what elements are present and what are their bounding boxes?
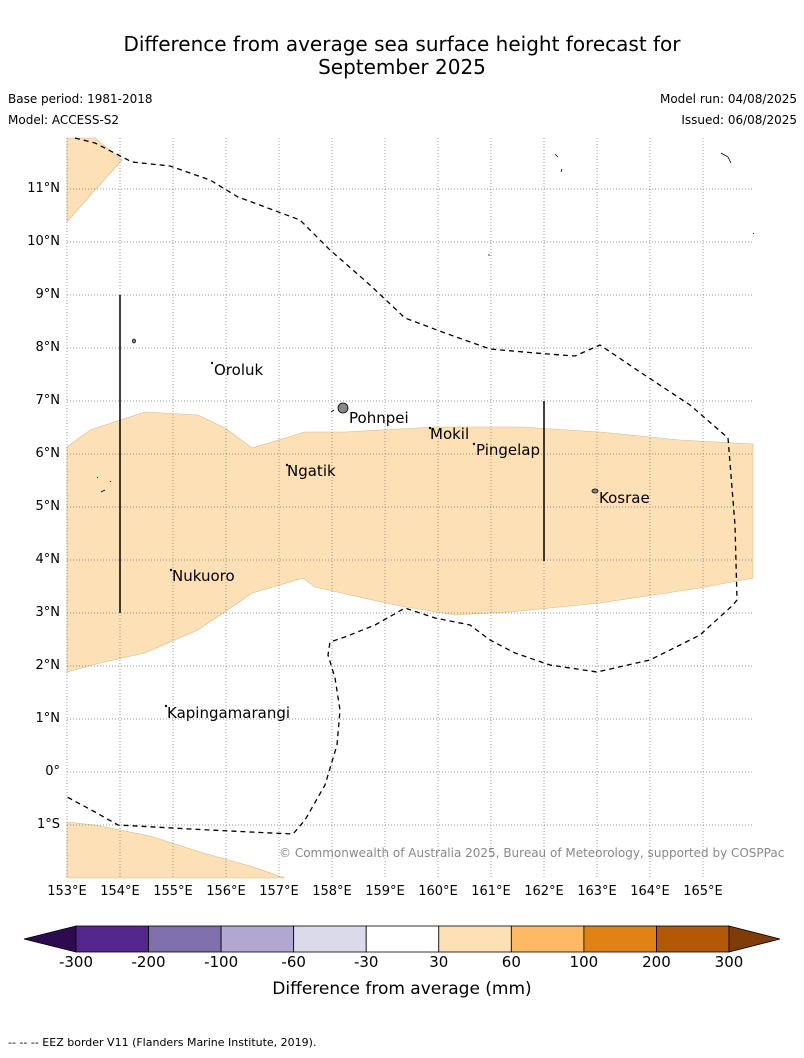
lat-label-9n: 9°N <box>35 287 61 302</box>
gridlines <box>66 138 753 878</box>
lat-label-4n: 4°N <box>35 552 61 567</box>
place-kosrae: Kosrae <box>599 489 650 507</box>
model-name: Model: ACCESS-S2 <box>8 113 120 127</box>
shading-southwest-patch <box>66 821 286 879</box>
colorbar-swatch <box>438 925 512 953</box>
lat-label-2n: 2°N <box>35 658 61 673</box>
colorbar-tick-label: 30 <box>429 953 449 971</box>
place-mokil: Mokil <box>430 425 470 443</box>
lon-label-158e: 158°E <box>312 884 352 899</box>
title-line-2: September 2025 <box>318 55 486 79</box>
place-pingelap: Pingelap <box>476 441 541 459</box>
model-run: Model run: 04/08/2025 <box>659 92 797 106</box>
lon-label-160e: 160°E <box>418 884 458 899</box>
colorbar-swatch <box>293 925 367 953</box>
place-pohnpei: Pohnpei <box>349 409 409 427</box>
colorbar-tick-label: -60 <box>281 953 306 971</box>
colorbar-swatch <box>75 925 149 953</box>
lon-label-165e: 165°E <box>683 884 723 899</box>
colorbar-swatch <box>656 925 730 953</box>
eez-border-north <box>66 137 738 835</box>
lat-label-1n: 1°N <box>35 711 61 726</box>
colorbar-extend-low <box>23 925 77 953</box>
island-kosrae <box>591 488 599 494</box>
lon-label-164e: 164°E <box>630 884 670 899</box>
place-ngatik: Ngatik <box>287 462 336 480</box>
place-kapingamarangi: Kapingamarangi <box>167 704 291 722</box>
lat-label-7n: 7°N <box>35 393 61 408</box>
lat-label-3n: 3°N <box>35 605 61 620</box>
lon-label-153e: 153°E <box>47 884 87 899</box>
shading-northwest-patch <box>66 137 123 223</box>
lon-label-159e: 159°E <box>365 884 405 899</box>
lat-label-10n: 10°N <box>27 234 60 249</box>
lat-label-0: 0° <box>45 764 60 779</box>
anomaly-shading <box>66 137 754 879</box>
island-8n-154e <box>132 338 136 344</box>
colorbar-tick-label: 200 <box>642 953 671 971</box>
lat-label-6n: 6°N <box>35 446 61 461</box>
lat-label-1s: 1°S <box>36 817 60 832</box>
shading-main-band <box>66 411 754 673</box>
island-small-1 <box>96 152 755 493</box>
colorbar-tick-label: -30 <box>353 953 379 971</box>
lat-label-5n: 5°N <box>35 499 61 514</box>
colorbar-tick-label: -200 <box>131 953 166 971</box>
colorbar-tick-label: -300 <box>58 953 94 971</box>
base-period: Base period: 1981-2018 <box>8 92 153 106</box>
issued-date: Issued: 06/08/2025 <box>681 113 797 127</box>
colorbar-tick-label: -100 <box>204 953 239 971</box>
place-nukuoro: Nukuoro <box>172 567 235 585</box>
lon-label-154e: 154°E <box>100 884 140 899</box>
lon-label-161e: 161°E <box>471 884 511 899</box>
island-pohnpei <box>337 402 349 414</box>
islands <box>96 152 755 708</box>
colorbar-swatch <box>510 925 585 953</box>
title-line-1: Difference from average sea surface heig… <box>123 32 681 56</box>
colorbar <box>23 925 781 953</box>
map-title: Difference from average sea surface heig… <box>0 33 804 79</box>
colorbar-tick-label: 60 <box>501 953 521 971</box>
copyright-notice: © Commonwealth of Australia 2025, Bureau… <box>279 846 785 860</box>
lon-label-157e: 157°E <box>259 884 299 899</box>
colorbar-swatch <box>220 925 295 953</box>
lon-label-155e: 155°E <box>153 884 193 899</box>
place-oroluk: Oroluk <box>214 361 264 379</box>
colorbar-extend-high <box>728 925 781 953</box>
colorbar-title: Difference from average (mm) <box>272 979 532 999</box>
lon-label-162e: 162°E <box>524 884 564 899</box>
lat-label-11n: 11°N <box>27 181 60 196</box>
colorbar-swatch <box>148 925 222 953</box>
colorbar-tick-label: 300 <box>714 953 744 971</box>
eez-legend-note: -- -- -- EEZ border V11 (Flanders Marine… <box>8 1036 317 1049</box>
lon-label-163e: 163°E <box>577 884 617 899</box>
lat-label-8n: 8°N <box>35 340 61 355</box>
colorbar-tick-label: 100 <box>569 953 599 971</box>
colorbar-swatch <box>583 925 657 953</box>
colorbar-swatch <box>365 925 440 953</box>
lon-label-156e: 156°E <box>206 884 246 899</box>
